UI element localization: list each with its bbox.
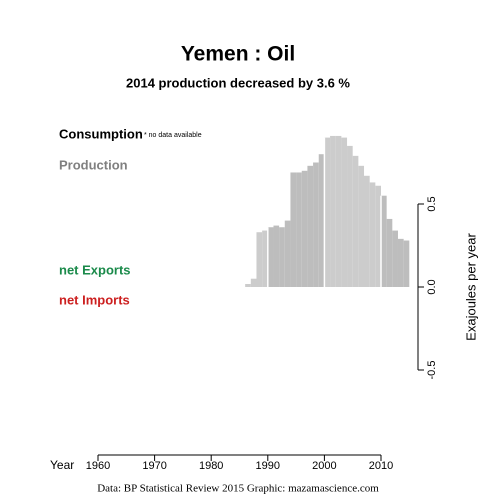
x-tick-label: 1960: [86, 460, 110, 472]
y-tick-label: 0.0: [426, 279, 438, 294]
chart-title: Yemen : Oil: [181, 43, 295, 66]
chart-subtitle: 2014 production decreased by 3.6 %: [126, 75, 350, 90]
bar: [397, 238, 404, 287]
bar: [267, 227, 274, 287]
bar: [330, 135, 336, 287]
bar: [279, 227, 285, 287]
x-tick-label: 1980: [199, 460, 223, 472]
y-tick-label: 0.5: [426, 196, 438, 211]
bar: [369, 182, 376, 287]
bar: [358, 165, 365, 287]
bar: [301, 170, 308, 287]
x-tick-label: 2010: [369, 460, 393, 472]
bar: [375, 185, 381, 287]
y-tick-label: -0.5: [426, 361, 438, 380]
bar: [256, 232, 263, 287]
bar: [250, 278, 257, 287]
footer: Data: BP Statistical Review 2015 Graphic…: [97, 483, 379, 495]
legend-exports: net Exports: [59, 262, 131, 277]
x-axis-label: Year: [50, 458, 74, 472]
bar: [386, 218, 393, 287]
legend-production: Production: [59, 157, 128, 172]
bar: [364, 175, 370, 287]
bar: [284, 220, 291, 287]
legend-imports: net Imports: [59, 292, 130, 307]
bar: [290, 172, 297, 287]
bar: [381, 195, 387, 287]
bar: [324, 137, 331, 287]
bar: [318, 154, 325, 287]
bar: [341, 137, 348, 287]
x-tick-label: 1990: [256, 460, 280, 472]
bar: [262, 230, 268, 287]
bar: [296, 172, 302, 287]
x-tick-label: 2000: [312, 460, 336, 472]
y-axis-label: Exajoules per year: [463, 232, 478, 340]
bar: [392, 230, 398, 287]
legend-note: * no data available: [144, 132, 202, 139]
bar: [313, 162, 319, 287]
bar: [347, 145, 353, 287]
bar: [307, 165, 314, 287]
bar: [403, 240, 410, 287]
legend-consumption: Consumption: [59, 126, 143, 141]
bar: [335, 135, 342, 287]
bar: [245, 284, 251, 287]
x-tick-label: 1970: [142, 460, 166, 472]
bar: [273, 225, 280, 287]
bar: [352, 155, 359, 287]
